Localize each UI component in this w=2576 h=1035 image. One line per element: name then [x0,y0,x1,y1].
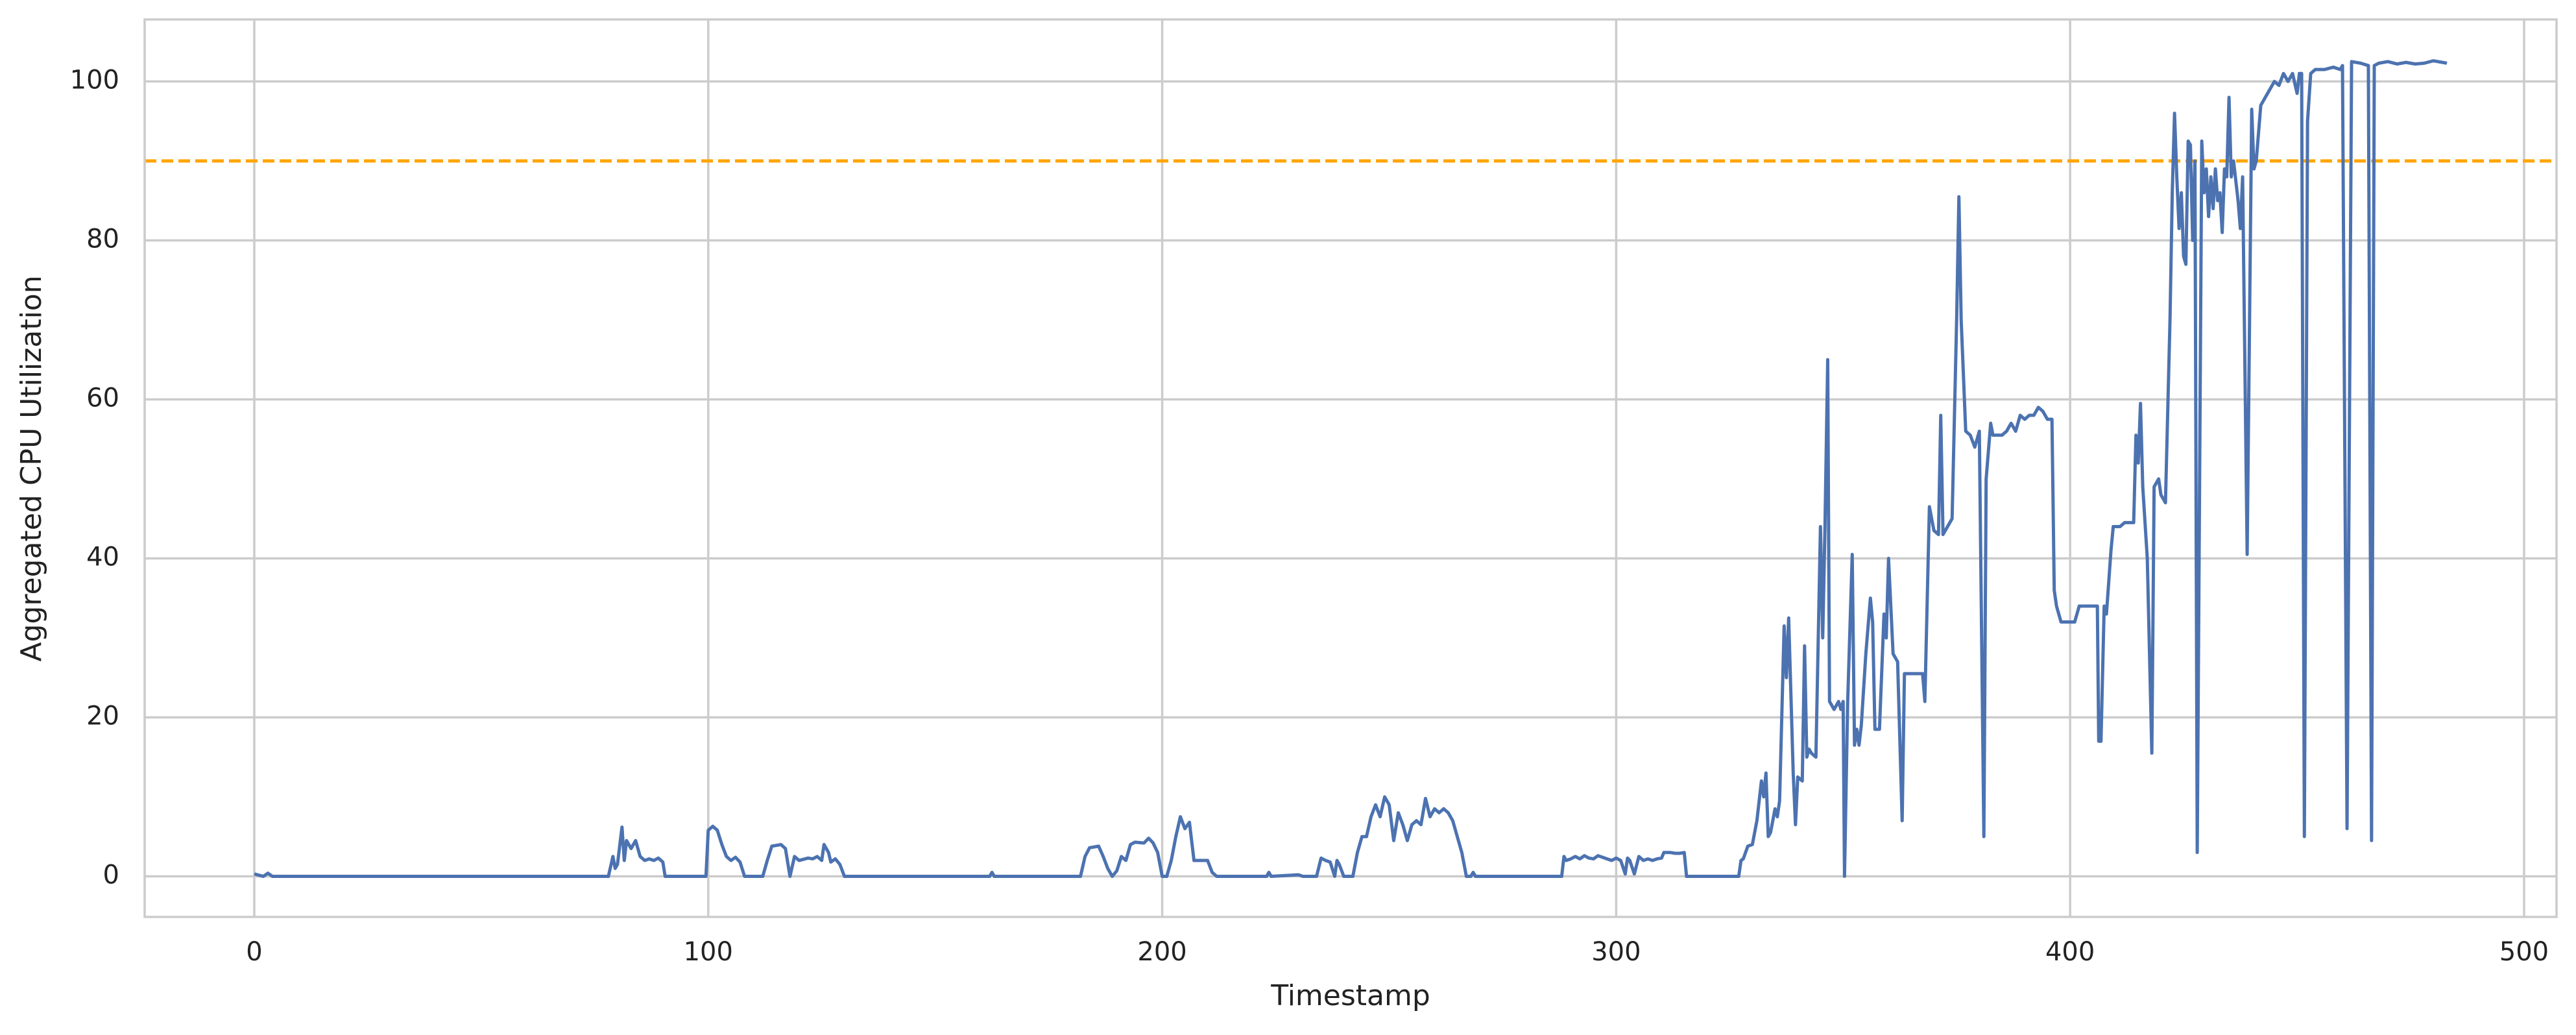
data-line [254,59,2448,879]
x-axis-label: Timestamp [1270,979,1430,1012]
y-tick-label: 40 [86,542,119,572]
y-axis-label: Aggregated CPU Utilization [15,275,48,661]
axes-frame [143,18,2558,918]
x-tick-label: 100 [684,937,733,967]
plot [145,59,2557,879]
y-tick-label: 0 [103,860,119,890]
y-tick-label: 20 [86,701,119,731]
x-tick-label: 500 [2499,937,2549,967]
x-tick-label: 0 [246,937,262,967]
y-tick-label: 100 [70,66,119,95]
x-tick-label: 200 [1137,937,1186,967]
grid [145,19,2557,917]
x-tick-label: 400 [2045,937,2095,967]
y-tick-label: 80 [86,225,119,254]
y-tick-label: 60 [86,384,119,413]
x-tick-label: 300 [1591,937,1641,967]
